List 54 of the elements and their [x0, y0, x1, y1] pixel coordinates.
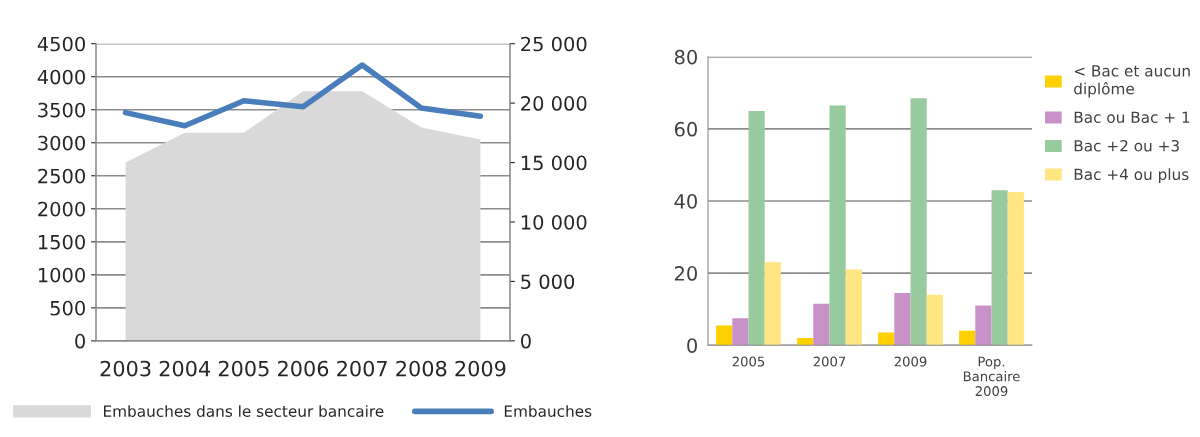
y2-tick-label: 20 000	[521, 96, 587, 111]
legend-label: Bac +4 ou plus	[1074, 168, 1189, 184]
y-tick-label: 500	[50, 300, 85, 316]
legend-label: < Bac et aucun diplôme	[1074, 65, 1190, 98]
x-tick-label: 2009	[455, 360, 506, 377]
bar	[910, 98, 927, 346]
y-tick-label: 4500	[37, 36, 85, 52]
x-tick-label: 2007	[337, 360, 387, 377]
y-tick-label: 40	[674, 193, 697, 209]
y-tick-label: 2000	[38, 201, 85, 217]
bar	[1007, 192, 1024, 346]
y2-tick-label: 10 000	[521, 214, 587, 230]
y2-tick-label: 25 000	[521, 36, 587, 52]
y-tick-label: 0	[75, 333, 85, 349]
bar	[764, 262, 781, 346]
y2-tick-label: 5 000	[521, 274, 575, 290]
bar	[878, 332, 895, 346]
bar	[926, 294, 943, 346]
bar	[894, 292, 911, 346]
y2-tick-label: 0	[521, 333, 531, 349]
x-tick-label: 2009	[894, 356, 927, 367]
x-tick-label: 2005	[732, 356, 765, 367]
y-tick-label: 60	[674, 121, 697, 137]
bar	[959, 330, 976, 346]
bar	[748, 110, 765, 346]
bar	[975, 305, 992, 346]
legend-label: Embauches dans le secteur bancaire	[104, 405, 384, 417]
legend-label: Bac ou Bac + 1	[1074, 111, 1190, 123]
bar	[845, 269, 862, 346]
bar	[732, 318, 749, 346]
x-tick-label: Pop. Bancaire 2009	[963, 356, 1020, 397]
y-tick-label: 3000	[38, 135, 85, 151]
x-tick-label: 2006	[278, 360, 329, 377]
y-tick-label: 4000	[37, 69, 85, 85]
legend-label: Bac +2 ou +3	[1074, 139, 1179, 152]
bar	[991, 190, 1008, 346]
y-tick-label: 1500	[38, 234, 85, 250]
x-tick-label: 2007	[813, 356, 846, 367]
bar	[813, 303, 830, 346]
x-tick-label: 2005	[218, 360, 269, 377]
x-tick-label: 2004	[159, 360, 211, 377]
x-tick-label: 2008	[396, 360, 447, 377]
bar	[716, 325, 733, 346]
y-tick-label: 80	[674, 49, 697, 65]
y2-tick-label: 15 000	[521, 155, 587, 171]
bar	[829, 105, 846, 346]
y-tick-label: 2500	[38, 168, 85, 184]
bar	[797, 338, 814, 346]
y-tick-label: 3500	[38, 102, 85, 118]
y-tick-label: 1000	[38, 267, 85, 283]
legend-label: Embauches	[504, 405, 592, 417]
y-tick-label: 0	[687, 338, 697, 353]
x-tick-label: 2003	[100, 360, 151, 377]
y-tick-label: 20	[674, 266, 697, 281]
